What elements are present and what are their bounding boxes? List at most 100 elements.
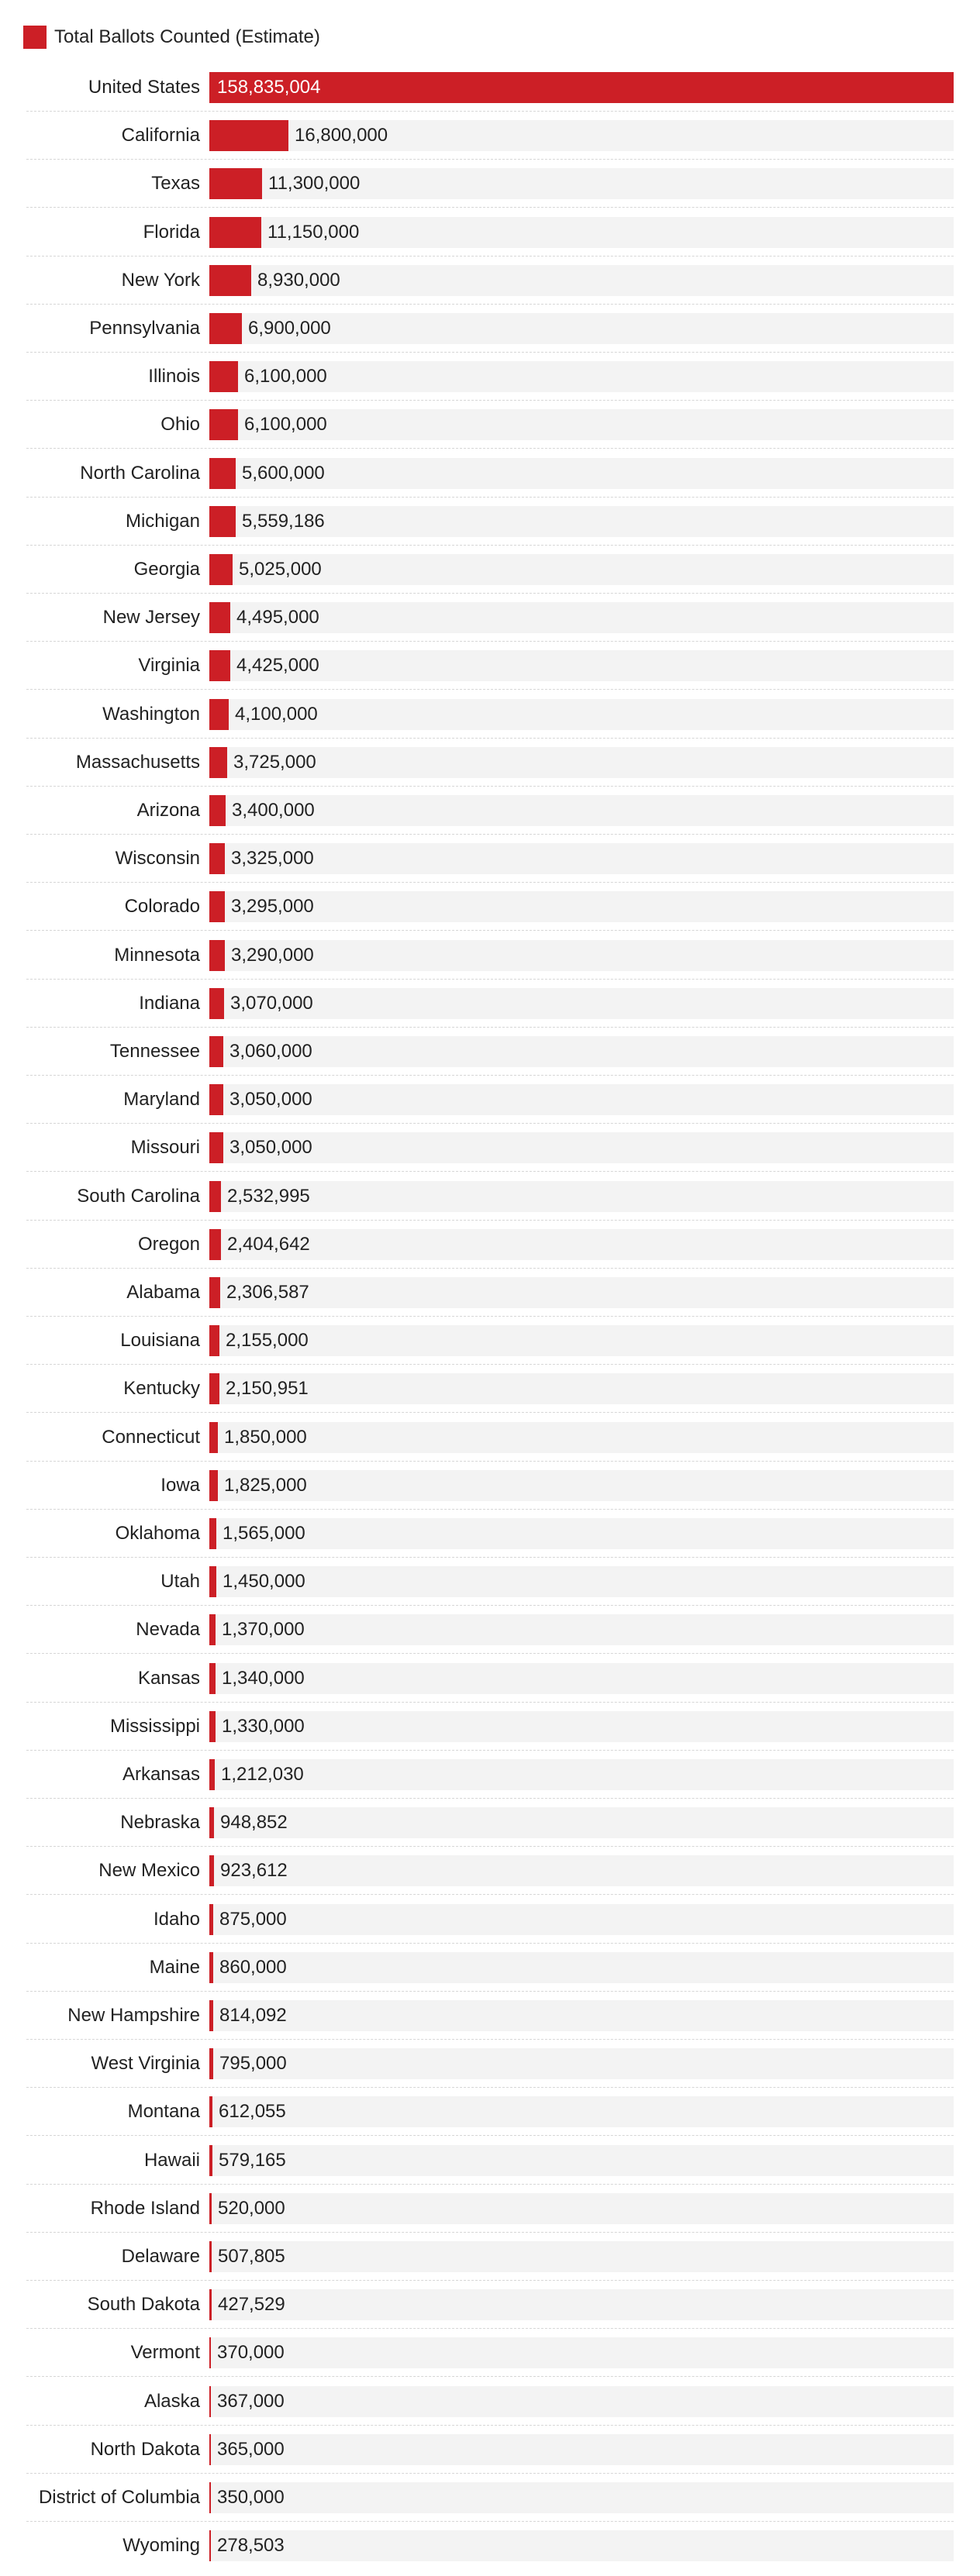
value-label: 2,404,642 [227,1233,310,1255]
bar [209,361,238,393]
bar-track: 5,559,186 [209,505,954,537]
value-label: 1,565,000 [223,1523,305,1544]
chart-row: Connecticut 1,850,000 [26,1414,954,1462]
value-label: 3,290,000 [231,944,314,966]
chart-row: South Dakota 427,529 [26,2281,954,2330]
chart-row: New Mexico 923,612 [26,1847,954,1896]
chart-row: California 16,800,000 [26,112,954,160]
category-label: North Carolina [80,462,200,484]
value-label: 3,325,000 [231,848,314,870]
chart-row: Montana 612,055 [26,2088,954,2137]
bar-track: 3,050,000 [209,1084,954,1116]
chart-row: Nebraska 948,852 [26,1799,954,1848]
bar-track: 2,150,951 [209,1373,954,1405]
bar [209,313,242,344]
chart-row: Ohio 6,100,000 [26,401,954,449]
value-label: 795,000 [219,2053,287,2075]
chart-row: North Dakota 365,000 [26,2426,954,2474]
bar-track: 158,835,004 [209,72,954,103]
value-label: 2,150,951 [226,1378,309,1400]
value-label: 4,425,000 [236,655,319,677]
bar-track: 8,930,000 [209,264,954,296]
chart-row: Missouri 3,050,000 [26,1124,954,1173]
category-label: Colorado [124,896,200,918]
category-label: Minnesota [114,944,200,966]
value-label: 1,340,000 [222,1667,305,1689]
chart-row: Tennessee 3,060,000 [26,1028,954,1076]
bar [209,795,226,826]
bar [209,2385,211,2417]
chart-row: Kansas 1,340,000 [26,1655,954,1703]
bar-track: 579,165 [209,2144,954,2176]
bar [209,1614,216,1646]
category-label: Ohio [160,414,200,436]
value-label: 520,000 [218,2197,285,2219]
bar-track: 1,450,000 [209,1566,954,1598]
bar-track: 1,340,000 [209,1662,954,1694]
bar-track: 612,055 [209,2096,954,2128]
category-label: South Dakota [87,2294,200,2316]
category-label: Arizona [136,800,200,821]
chart-row: Nevada 1,370,000 [26,1606,954,1655]
chart-row: South Carolina 2,532,995 [26,1173,954,1221]
chart-row: Hawaii 579,165 [26,2137,954,2185]
category-label: Michigan [125,510,200,532]
value-label: 612,055 [219,2101,286,2123]
category-label: Oregon [137,1233,200,1255]
value-label: 350,000 [217,2487,285,2508]
chart-row: West Virginia 795,000 [26,2040,954,2089]
chart-row: Kentucky 2,150,951 [26,1365,954,1414]
bar [209,120,288,152]
bar [209,1855,214,1887]
chart-row: Alabama 2,306,587 [26,1269,954,1317]
value-label: 875,000 [219,1908,287,1930]
category-label: Arkansas [122,1764,200,1785]
category-label: Alaska [143,2390,200,2412]
bar [209,1228,221,1260]
value-label: 3,295,000 [231,896,314,918]
chart-row: Maryland 3,050,000 [26,1076,954,1124]
legend-swatch [23,26,47,49]
value-label: 365,000 [217,2438,285,2460]
category-label: Kentucky [123,1378,200,1400]
bar [209,264,251,296]
category-label: Washington [102,703,200,725]
category-label: Nebraska [120,1812,200,1834]
bar [209,1518,216,1549]
bar [209,2289,212,2321]
bar [209,409,238,441]
chart-row: Michigan 5,559,186 [26,498,954,546]
bar [209,1036,223,1067]
bar-track: 923,612 [209,1855,954,1887]
bar-track: 2,532,995 [209,1180,954,1212]
chart-row: Arkansas 1,212,030 [26,1751,954,1799]
bar-track: 520,000 [209,2192,954,2224]
category-label: Iowa [160,1474,200,1496]
value-label: 11,300,000 [268,173,361,195]
category-label: Connecticut [102,1426,200,1448]
bar-track: 11,150,000 [209,216,954,248]
value-label: 860,000 [219,1956,287,1978]
value-label: 278,503 [217,2535,285,2557]
bar-track: 4,100,000 [209,698,954,730]
bar [209,2433,211,2465]
chart-row: New Jersey 4,495,000 [26,594,954,642]
bar [209,1132,223,1164]
bar [209,1951,213,1983]
bar-track: 4,425,000 [209,650,954,682]
category-label: United States [88,77,200,98]
bar-track: 4,495,000 [209,602,954,634]
value-label: 11,150,000 [267,221,360,243]
value-label: 3,050,000 [229,1137,312,1159]
chart-row: Wyoming 278,503 [26,2522,954,2570]
value-label: 507,805 [218,2246,285,2267]
chart-row: Oklahoma 1,565,000 [26,1510,954,1558]
category-label: Missouri [130,1137,200,1159]
bar [209,1325,219,1357]
bar-track: 365,000 [209,2433,954,2465]
bar [209,602,230,634]
bar [209,987,224,1019]
bar [209,2192,212,2224]
category-label: Texas [151,173,200,195]
bar [209,2482,211,2513]
